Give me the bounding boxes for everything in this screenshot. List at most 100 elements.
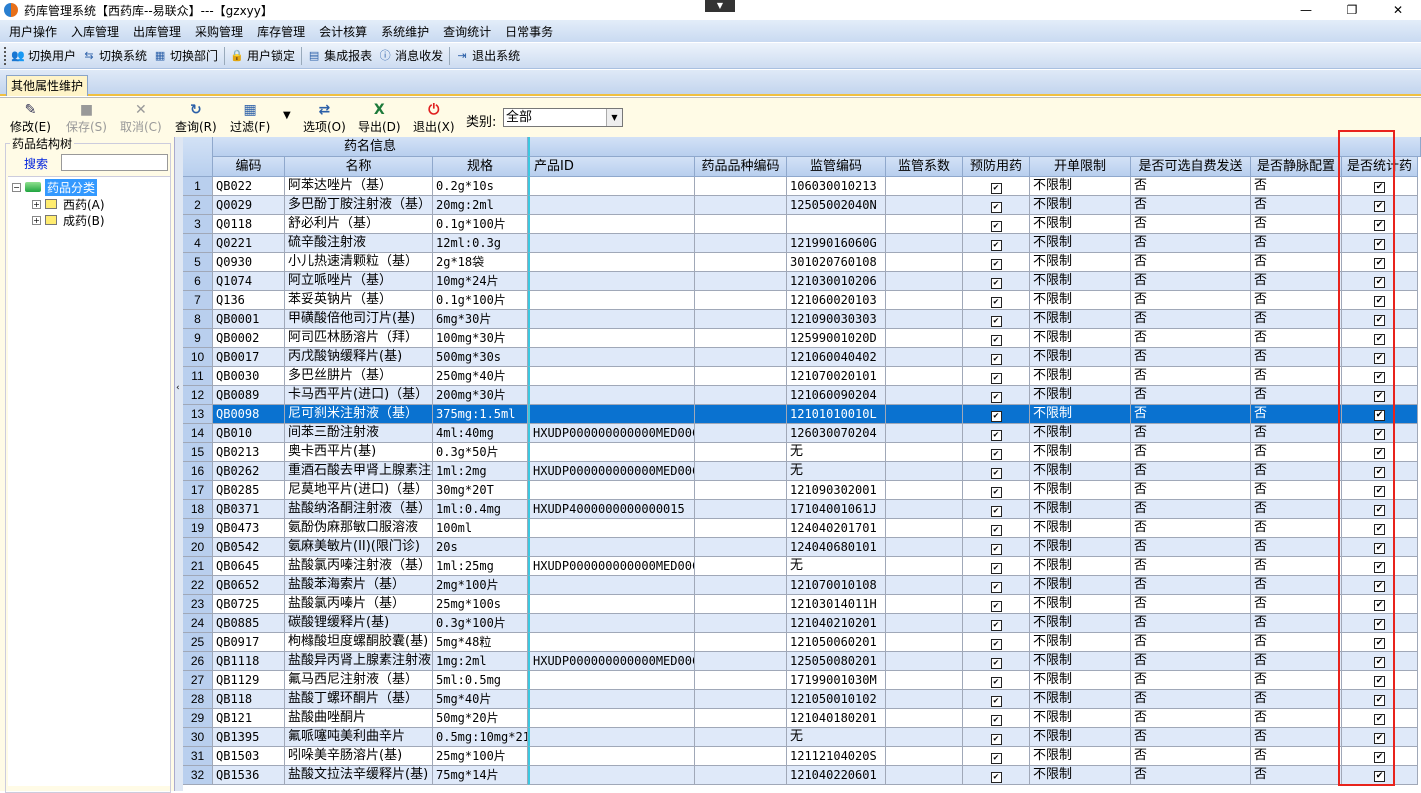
cell-7[interactable]: ✔ xyxy=(963,348,1030,367)
caption-dropdown-icon[interactable]: ▼ xyxy=(705,0,735,12)
tree-node-root[interactable]: − 药品分类 xyxy=(12,178,98,196)
toolbar-button-4[interactable]: ▤ 集成报表 xyxy=(307,47,372,64)
checkbox-checked[interactable]: ✔ xyxy=(1374,752,1385,763)
checkbox-checked[interactable]: ✔ xyxy=(1374,220,1385,231)
checkbox-checked[interactable]: ✔ xyxy=(1374,391,1385,402)
action-button-7[interactable]: ⏻ 退出(X) xyxy=(413,102,455,135)
table-row[interactable]: 11 QB0030 多巴丝肼片（基） 250mg*40片 121070020101 ✔ 不限… xyxy=(183,367,1421,386)
column-header-4[interactable]: 药品品种编码 xyxy=(695,157,787,177)
checkbox-checked[interactable]: ✔ xyxy=(990,715,1002,726)
cell-11[interactable]: ✔ xyxy=(1342,747,1418,766)
table-row[interactable]: 31 QB1503 吲哚美辛肠溶片(基) 25mg*100片 12112104020S ✔… xyxy=(183,747,1421,766)
menu-item-3[interactable]: 采购管理 xyxy=(195,24,244,39)
checkbox-checked[interactable]: ✔ xyxy=(990,183,1002,194)
chevron-left-icon[interactable]: ‹ xyxy=(176,383,180,393)
action-button-0[interactable]: ✎ 修改(E) xyxy=(10,102,51,135)
checkbox-checked[interactable]: ✔ xyxy=(990,658,1002,669)
table-row[interactable]: 8 QB0001 甲磺酸倍他司汀片(基) 6mg*30片 121090030303 ✔ 不限… xyxy=(183,310,1421,329)
cell-11[interactable]: ✔ xyxy=(1342,405,1418,424)
checkbox-checked[interactable]: ✔ xyxy=(990,753,1002,764)
cell-7[interactable]: ✔ xyxy=(963,196,1030,215)
checkbox-checked[interactable]: ✔ xyxy=(1374,695,1385,706)
cell-11[interactable]: ✔ xyxy=(1342,595,1418,614)
checkbox-checked[interactable]: ✔ xyxy=(990,544,1002,555)
cell-7[interactable]: ✔ xyxy=(963,766,1030,785)
menu-item-8[interactable]: 日常事务 xyxy=(505,24,554,39)
checkbox-checked[interactable]: ✔ xyxy=(1374,277,1385,288)
toolbar-button-2[interactable]: ▦ 切换部门 xyxy=(153,47,218,64)
table-row[interactable]: 28 QB118 盐酸丁螺环酮片（基） 5mg*40片 121050010102 ✔ 不限制… xyxy=(183,690,1421,709)
cell-7[interactable]: ✔ xyxy=(963,728,1030,747)
checkbox-checked[interactable]: ✔ xyxy=(1374,467,1385,478)
checkbox-checked[interactable]: ✔ xyxy=(990,278,1002,289)
cell-11[interactable]: ✔ xyxy=(1342,424,1418,443)
checkbox-checked[interactable]: ✔ xyxy=(990,487,1002,498)
menu-item-0[interactable]: 用户操作 xyxy=(9,24,58,39)
column-header-8[interactable]: 开单限制 xyxy=(1030,157,1131,177)
cell-11[interactable]: ✔ xyxy=(1342,500,1418,519)
checkbox-checked[interactable]: ✔ xyxy=(1374,638,1385,649)
cell-11[interactable]: ✔ xyxy=(1342,291,1418,310)
table-row[interactable]: 19 QB0473 氨酚伪麻那敏口服溶液 100ml 124040201701 ✔ 不限制否… xyxy=(183,519,1421,538)
checkbox-checked[interactable]: ✔ xyxy=(1374,353,1385,364)
checkbox-checked[interactable]: ✔ xyxy=(1374,562,1385,573)
cell-11[interactable]: ✔ xyxy=(1342,329,1418,348)
toolbar-button-3[interactable]: 🔒 用户锁定 xyxy=(230,47,295,64)
action-button-2[interactable]: ✕ 取消(C) xyxy=(120,102,162,135)
action-button-6[interactable]: X 导出(D) xyxy=(358,102,401,135)
table-row[interactable]: 3 Q0118 舒必利片（基） 0.1g*100片 ✔ 不限制否否 ✔ xyxy=(183,215,1421,234)
menu-item-4[interactable]: 库存管理 xyxy=(257,24,306,39)
column-header-2[interactable]: 规格 xyxy=(433,157,528,177)
checkbox-checked[interactable]: ✔ xyxy=(990,202,1002,213)
checkbox-checked[interactable]: ✔ xyxy=(990,430,1002,441)
table-row[interactable]: 10 QB0017 丙戊酸钠缓释片(基) 500mg*30s 121060040402 ✔… xyxy=(183,348,1421,367)
search-input[interactable] xyxy=(61,154,168,171)
column-header-0[interactable]: 编码 xyxy=(213,157,285,177)
close-button[interactable]: ✕ xyxy=(1392,3,1404,17)
table-row[interactable]: 12 QB0089 卡马西平片(进口)（基） 200mg*30片 12106009020… xyxy=(183,386,1421,405)
checkbox-checked[interactable]: ✔ xyxy=(990,506,1002,517)
filter-dropdown-icon[interactable]: ▼ xyxy=(283,110,291,121)
cell-7[interactable]: ✔ xyxy=(963,652,1030,671)
cell-11[interactable]: ✔ xyxy=(1342,576,1418,595)
table-row[interactable]: 25 QB0917 枸橼酸坦度螺酮胶囊(基) 5mg*48粒 121050060201 ✔… xyxy=(183,633,1421,652)
checkbox-checked[interactable]: ✔ xyxy=(1374,543,1385,554)
checkbox-checked[interactable]: ✔ xyxy=(990,620,1002,631)
cell-7[interactable]: ✔ xyxy=(963,576,1030,595)
checkbox-checked[interactable]: ✔ xyxy=(990,259,1002,270)
cell-7[interactable]: ✔ xyxy=(963,443,1030,462)
checkbox-checked[interactable]: ✔ xyxy=(990,392,1002,403)
cell-7[interactable]: ✔ xyxy=(963,747,1030,766)
collapse-icon[interactable]: − xyxy=(12,182,21,192)
menu-item-2[interactable]: 出库管理 xyxy=(133,24,182,39)
cell-7[interactable]: ✔ xyxy=(963,424,1030,443)
cell-11[interactable]: ✔ xyxy=(1342,671,1418,690)
cell-7[interactable]: ✔ xyxy=(963,367,1030,386)
column-header-11[interactable]: 是否统计药 xyxy=(1342,157,1418,177)
cell-7[interactable]: ✔ xyxy=(963,234,1030,253)
expand-icon[interactable]: + xyxy=(32,199,41,209)
checkbox-checked[interactable]: ✔ xyxy=(990,677,1002,688)
table-row[interactable]: 9 QB0002 阿司匹林肠溶片（拜） 100mg*30片 12599001020D ✔ 不… xyxy=(183,329,1421,348)
panel-splitter[interactable]: ‹ xyxy=(175,137,183,791)
checkbox-checked[interactable]: ✔ xyxy=(990,240,1002,251)
cell-11[interactable]: ✔ xyxy=(1342,462,1418,481)
cell-7[interactable]: ✔ xyxy=(963,538,1030,557)
category-select[interactable]: 全部 ▼ xyxy=(503,108,623,127)
cell-11[interactable]: ✔ xyxy=(1342,272,1418,291)
cell-7[interactable]: ✔ xyxy=(963,462,1030,481)
cell-11[interactable]: ✔ xyxy=(1342,614,1418,633)
toolbar-button-5[interactable]: ⓘ 消息收发 xyxy=(378,47,444,64)
checkbox-checked[interactable]: ✔ xyxy=(1374,524,1385,535)
table-row[interactable]: 24 QB0885 碳酸锂缓释片(基) 0.3g*100片 121040210201 ✔ 不… xyxy=(183,614,1421,633)
cell-11[interactable]: ✔ xyxy=(1342,481,1418,500)
table-row[interactable]: 13 QB0098 尼可刹米注射液（基） 375mg:1.5ml 12101010010… xyxy=(183,405,1421,424)
checkbox-checked[interactable]: ✔ xyxy=(990,411,1002,422)
checkbox-checked[interactable]: ✔ xyxy=(990,221,1002,232)
cell-7[interactable]: ✔ xyxy=(963,595,1030,614)
cell-7[interactable]: ✔ xyxy=(963,291,1030,310)
table-row[interactable]: 1 QB022 阿苯达唑片（基） 0.2g*10s 106030010213 ✔ 不限制否否… xyxy=(183,177,1421,196)
checkbox-checked[interactable]: ✔ xyxy=(990,449,1002,460)
checkbox-checked[interactable]: ✔ xyxy=(990,354,1002,365)
table-row[interactable]: 16QB0262重酒石酸去甲肾上腺素注射液1ml:2mgHXUDP0000000… xyxy=(183,462,1421,481)
